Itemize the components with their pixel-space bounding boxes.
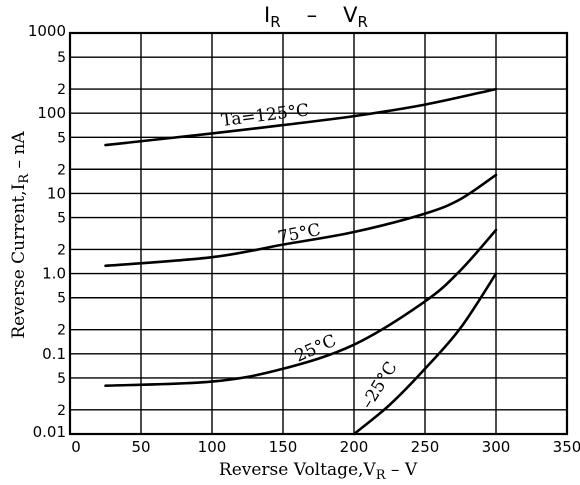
series-line-0 <box>104 87 498 147</box>
plot-frame <box>68 31 569 436</box>
y-tick-label: 2 <box>57 323 66 339</box>
x-tick-label: 300 <box>482 438 511 456</box>
x-tick-label: 200 <box>340 438 369 456</box>
x-tick-label: 250 <box>411 438 440 456</box>
y-tick-label: 2 <box>57 242 66 258</box>
y-tick-label: 5 <box>57 50 66 66</box>
y-tick-label: 5 <box>57 130 66 146</box>
y-tick-label: 10 <box>47 184 66 202</box>
y-tick-label: 5 <box>57 291 66 307</box>
series-label-minus25c: –25°C <box>357 358 401 412</box>
x-tick-label: 0 <box>71 438 81 456</box>
x-tick-label: 50 <box>131 438 150 456</box>
y-tick-label: 2 <box>57 162 66 178</box>
y-tick-label: 2 <box>57 403 66 419</box>
curves <box>104 87 498 436</box>
y-tick-label: 5 <box>57 371 66 387</box>
y-tick-label: 0.01 <box>33 423 66 441</box>
x-axis-label: Reverse Voltage,VR – V <box>219 460 418 483</box>
x-tick-label: 100 <box>198 438 227 456</box>
grid <box>70 33 567 434</box>
x-tick-label: 350 <box>553 438 580 456</box>
y-tick-label: 5 <box>57 211 66 227</box>
y-tick-label: 1000 <box>28 22 66 40</box>
chart-title: IR – VR <box>264 3 368 31</box>
x-tick-label: 150 <box>269 438 298 456</box>
series-line-3 <box>352 272 498 436</box>
series-label-25c: 25°C <box>292 331 340 367</box>
y-tick-label: 0.1 <box>42 345 66 363</box>
tick-labels: 0 50 100 150 200 250 300 350 1000 5 2 100 5 2 10 5 2 1.0 5… <box>28 22 580 456</box>
y-tick-label: 2 <box>57 82 66 98</box>
y-tick-label: 100 <box>37 104 66 122</box>
series-line-2 <box>104 228 498 387</box>
y-axis-label: Reverse Current,IR – nA <box>9 131 32 339</box>
y-tick-label: 1.0 <box>42 265 66 283</box>
series-line-1 <box>104 173 498 268</box>
